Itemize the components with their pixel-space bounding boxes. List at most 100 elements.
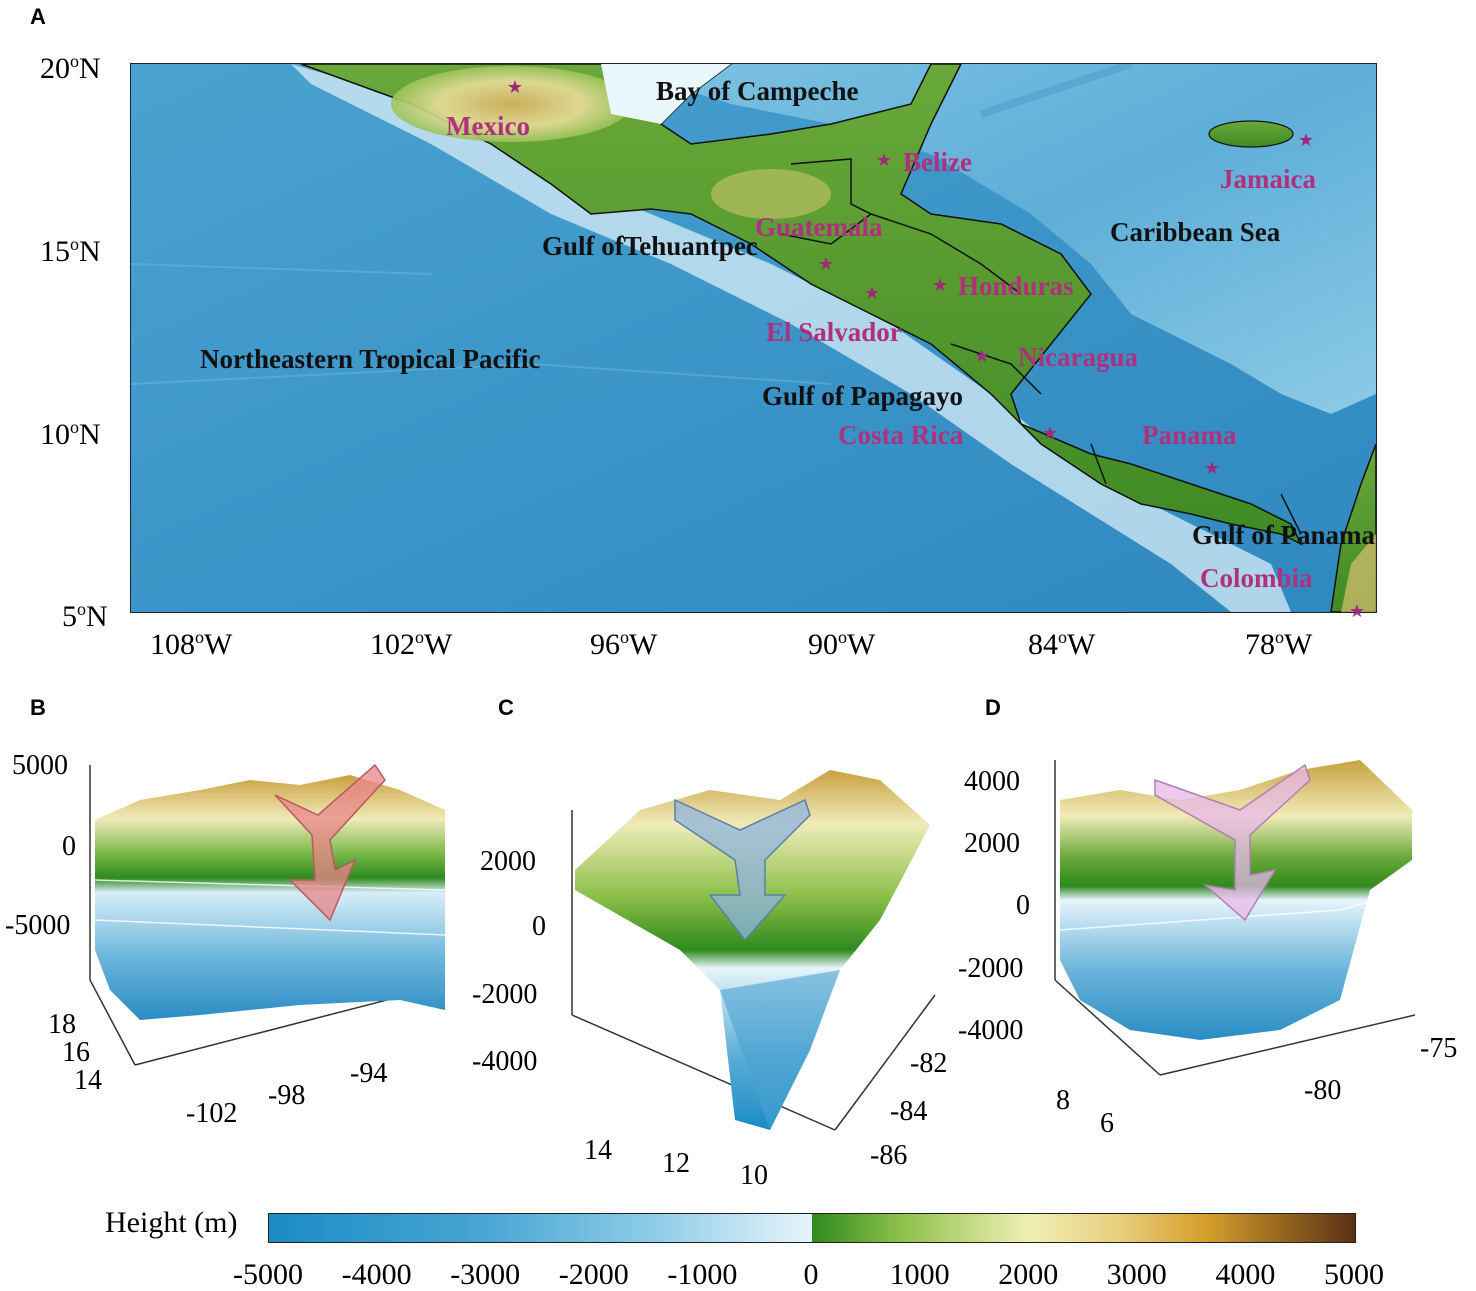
panel-b-lon-tick-98: -98	[268, 1080, 306, 1111]
colorbar-tick: -5000	[233, 1258, 303, 1291]
honduras-border	[870, 213, 1022, 295]
label-nicaragua: Nicaragua	[1018, 342, 1138, 372]
lon-tick-78w: 78oW	[1245, 627, 1313, 661]
central-america-land	[300, 64, 1303, 546]
panel-b-flow-arrow	[274, 763, 386, 922]
panel-b-z-tick-0: 0	[62, 831, 76, 862]
label-costa-rica: Costa Rica	[838, 420, 964, 450]
panel-d-lon-tick-80: -80	[1304, 1075, 1342, 1106]
star-costa-rica: ★	[1041, 423, 1059, 443]
panama-border	[1280, 493, 1302, 535]
panel-b-terrain	[95, 775, 445, 1020]
label-panama: Panama	[1142, 420, 1237, 450]
panel-d-z-tick-4000: 4000	[964, 766, 1020, 797]
panel-b-lon-tick-102: -102	[186, 1098, 238, 1129]
panel-label-a: A	[30, 4, 46, 29]
label-gulf-of-tehuantepec: Gulf ofTehuantpec	[542, 231, 758, 261]
panel-d-contour	[1059, 889, 1413, 931]
colorbar-tick: -1000	[667, 1258, 738, 1291]
panel-c-lon-tick-86: -86	[870, 1140, 908, 1171]
panel-d-z-tick-2000: 2000	[964, 828, 1020, 859]
star-panama: ★	[1203, 458, 1221, 478]
bay-of-campeche-water	[601, 64, 731, 124]
colorbar-title: Height (m)	[105, 1206, 238, 1239]
star-el-salvador: ★	[863, 283, 881, 303]
panel-c-flow-arrow	[674, 798, 811, 942]
label-colombia: Colombia	[1200, 563, 1313, 593]
panel-d-lat-tick-6: 6	[1100, 1108, 1114, 1139]
panel-c-z-tick-0: 0	[532, 911, 546, 942]
nicaragua-border	[950, 343, 1042, 395]
fracture-zone-1	[131, 362, 832, 385]
panel-d-flow-arrow	[1154, 763, 1311, 922]
panel-c-z-tick-neg4000: -4000	[472, 1046, 538, 1077]
lon-tick-84w: 84oW	[1028, 627, 1096, 661]
panel-c-lat-tick-12: 12	[662, 1148, 690, 1179]
colorbar-tick: 2000	[998, 1258, 1059, 1291]
panel-c-x-axis	[834, 994, 936, 1131]
panel-label-b: B	[30, 695, 46, 720]
panel-c-lat-tick-10: 10	[740, 1160, 768, 1191]
star-belize: ★	[875, 150, 893, 170]
star-nicaragua: ★	[973, 346, 991, 366]
panel-d-z-tick-neg4000: -4000	[958, 1015, 1024, 1046]
star-mexico: ★	[506, 77, 524, 97]
panel-c-trench	[720, 970, 840, 1130]
colorbar-tick: -2000	[558, 1258, 629, 1291]
colorbar-tick: 5000	[1324, 1258, 1384, 1291]
lon-tick-108w: 108oW	[150, 627, 233, 661]
panel-d-3d-surface	[1054, 760, 1416, 1076]
jamaica-land	[1208, 120, 1294, 148]
costa-rica-border	[1090, 443, 1107, 485]
panel-d-z-tick-neg2000: -2000	[958, 953, 1024, 984]
lat-tick-5: 5oN	[62, 599, 108, 633]
coastal-shelf	[291, 64, 1291, 612]
panel-b-lat-tick-18: 18	[48, 1009, 76, 1040]
fracture-zone-2	[131, 263, 432, 275]
mexican-plateau	[391, 66, 631, 142]
colorbar-tick: 1000	[889, 1258, 950, 1291]
caribbean-sea	[601, 64, 1376, 414]
label-gulf-of-papagayo: Gulf of Papagayo	[762, 381, 964, 411]
label-mexico: Mexico	[446, 111, 530, 141]
lat-tick-15: 15oN	[40, 234, 101, 268]
panel-c-z-tick-2000: 2000	[480, 846, 536, 877]
height-colorbar	[268, 1213, 1356, 1243]
panel-c-lon-tick-82: -82	[910, 1048, 948, 1079]
lat-tick-10: 10oN	[40, 417, 101, 451]
label-guatemala: Guatemala	[755, 212, 883, 242]
panel-b-z-tick-neg5000: -5000	[5, 910, 71, 941]
panel-b-3d-surface	[89, 763, 446, 1066]
lon-tick-90w: 90oW	[808, 627, 876, 661]
panel-d-z-tick-0: 0	[1016, 890, 1030, 921]
colorbar-tick: 3000	[1106, 1258, 1167, 1291]
label-jamaica: Jamaica	[1220, 164, 1316, 194]
label-belize: Belize	[903, 147, 972, 177]
label-ne-tropical-pacific: Northeastern Tropical Pacific	[200, 344, 541, 374]
panel-b-contour-2	[94, 919, 446, 936]
star-colombia: ★	[1348, 601, 1366, 621]
colorbar-tick: -3000	[450, 1258, 521, 1291]
andes-highland	[1341, 534, 1376, 612]
colorbar-tick: 4000	[1215, 1258, 1276, 1291]
guatemala-border	[780, 158, 873, 245]
panel-b-lat-tick-16: 16	[62, 1037, 90, 1068]
label-gulf-of-panama: Gulf of Panama	[1192, 520, 1376, 550]
colorbar-tick: 0	[803, 1258, 819, 1291]
panel-c-3d-surface	[571, 770, 936, 1131]
cayman-trough	[979, 64, 1133, 118]
panel-label-c: C	[498, 695, 514, 720]
colorbar-tick: -4000	[341, 1258, 412, 1291]
label-el-salvador: El Salvador	[766, 317, 902, 347]
panel-c-y-axis	[571, 1014, 836, 1131]
panel-b-lat-tick-14: 14	[74, 1065, 102, 1096]
panel-c-terrain	[575, 770, 930, 1130]
panel-d-x-axis	[1159, 1014, 1416, 1076]
panel-b-y-axis	[89, 979, 136, 1066]
bathymetry-map	[130, 63, 1377, 613]
lat-tick-20: 20oN	[40, 51, 101, 85]
star-guatemala: ★	[817, 254, 835, 274]
guatemala-highland	[711, 169, 831, 219]
label-caribbean-sea: Caribbean Sea	[1110, 217, 1281, 247]
panel-label-d: D	[985, 695, 1001, 720]
